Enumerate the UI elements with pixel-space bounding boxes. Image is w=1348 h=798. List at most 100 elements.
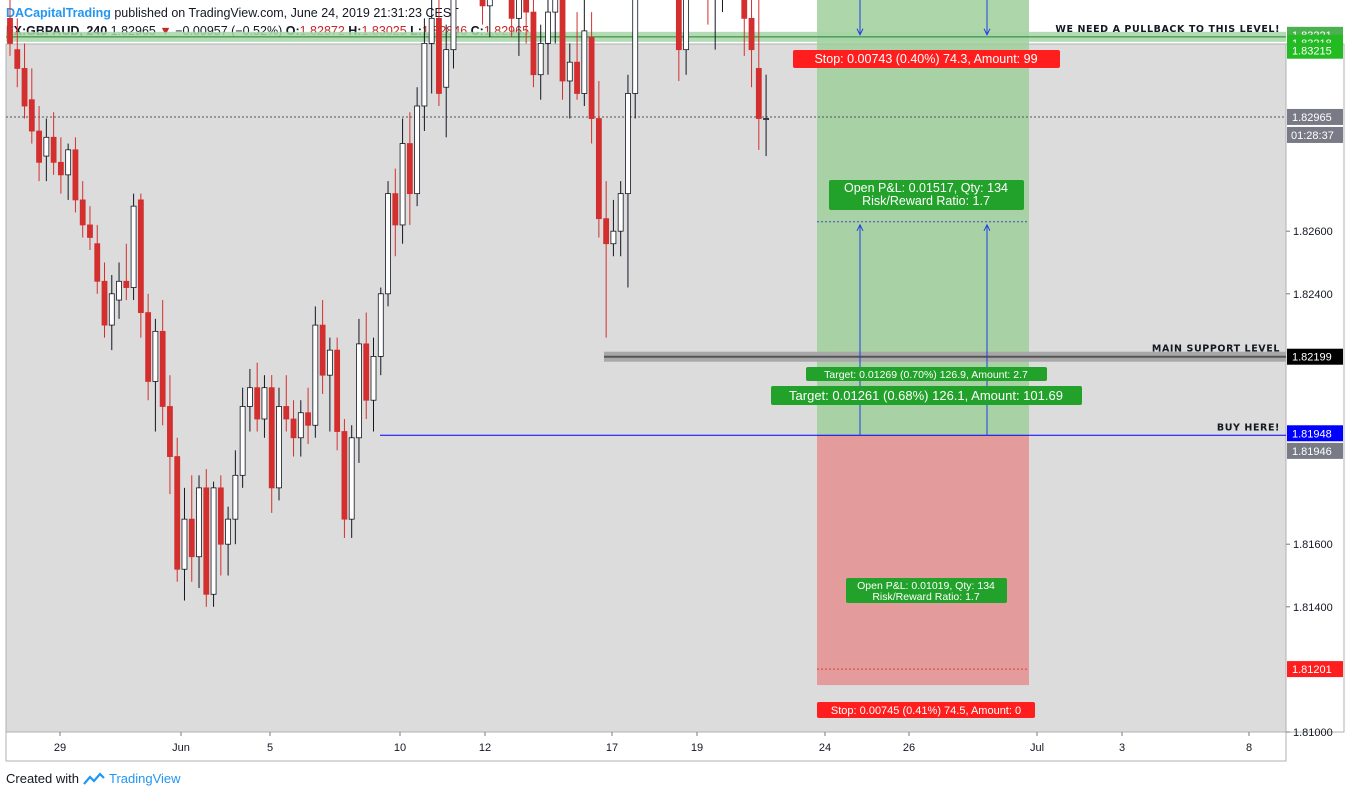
price-label-box bbox=[1287, 425, 1343, 442]
time-tick-label: 26 bbox=[903, 742, 915, 754]
time-tick-label: 12 bbox=[479, 742, 491, 754]
candle-body bbox=[341, 431, 348, 520]
price-tick-label: 1.82600 bbox=[1293, 226, 1333, 238]
candle-body bbox=[137, 199, 144, 313]
author-name[interactable]: DACapitalTrading bbox=[6, 6, 111, 20]
countdown-label: 01:28:37 bbox=[1291, 130, 1334, 142]
candle-body bbox=[399, 143, 406, 226]
candle-body bbox=[443, 49, 450, 88]
plot-area[interactable] bbox=[5, 43, 1287, 733]
candle-body bbox=[43, 136, 50, 157]
candle-body bbox=[21, 68, 28, 107]
arrow-down-icon bbox=[983, 28, 991, 36]
candle-body bbox=[523, 0, 530, 13]
candle-body bbox=[603, 218, 610, 245]
candle-body bbox=[28, 99, 35, 132]
candle-body bbox=[50, 136, 57, 163]
price-label-text: 1.81201 bbox=[1292, 664, 1332, 676]
candle-body bbox=[79, 199, 86, 226]
created-with-text: Created with bbox=[6, 771, 79, 786]
candle-body bbox=[196, 487, 202, 558]
candle-body bbox=[559, 0, 566, 82]
time-axis[interactable] bbox=[5, 731, 1287, 762]
time-tick-label: 3 bbox=[1119, 742, 1125, 754]
time-axis-ticks: 29 Jun 5 10 12 17 19 24 26 Jul 3 8 bbox=[54, 732, 1252, 754]
candle-body bbox=[319, 324, 326, 376]
price-tick-label: 1.82400 bbox=[1293, 289, 1333, 301]
candle-body bbox=[516, 0, 522, 19]
candle-body bbox=[268, 387, 275, 489]
candle-body bbox=[406, 143, 413, 195]
long-stop-label-box bbox=[817, 702, 1035, 718]
price-label-box bbox=[1287, 661, 1343, 678]
candle-body bbox=[247, 387, 253, 407]
long-pnl-label-box bbox=[846, 578, 1007, 603]
candle-body bbox=[167, 406, 173, 457]
time-tick-label: 17 bbox=[606, 742, 618, 754]
price-label-box bbox=[1287, 442, 1343, 459]
tradingview-logo-text[interactable]: TradingView bbox=[108, 771, 181, 786]
time-tick-label: Jun bbox=[172, 742, 190, 754]
arrow-up-icon bbox=[856, 223, 864, 232]
candle-body bbox=[748, 17, 755, 51]
arrow-up-icon bbox=[983, 223, 991, 232]
candle-body bbox=[508, 0, 515, 19]
short-stop-label-box bbox=[793, 50, 1060, 68]
price-tick-label: 1.81400 bbox=[1293, 602, 1333, 614]
position-labels: Stop: 0.00743 (0.40%) 74.3, Amount: 99 Op… bbox=[771, 50, 1082, 718]
time-tick-label: 19 bbox=[691, 742, 703, 754]
low-label: L: bbox=[410, 24, 422, 38]
candle-body bbox=[36, 130, 42, 163]
price-label-text: 1.81948 bbox=[1292, 428, 1332, 440]
price-tick-label: 1.81600 bbox=[1293, 539, 1333, 551]
candle-body bbox=[188, 518, 195, 558]
short-pnl-label: Open P&L: 0.01517, Qty: 134 bbox=[844, 181, 1008, 195]
price-label-text: 1.82199 bbox=[1292, 352, 1332, 364]
candle-body bbox=[94, 243, 101, 282]
long-rr-label: Risk/Reward Ratio: 1.7 bbox=[872, 591, 980, 603]
candle-body bbox=[348, 437, 355, 520]
candle-body bbox=[625, 93, 631, 195]
level-annotation: BUY HERE! bbox=[1217, 422, 1280, 433]
horizontal-levels: SELL HERE!MAIN RESISTANCE LEVELWE NEED A… bbox=[6, 24, 1286, 436]
level-annotation: WE NEED A PULLBACK TO THIS LEVEL! bbox=[1055, 24, 1280, 35]
candle-body bbox=[675, 0, 682, 51]
candle-body bbox=[7, 17, 13, 44]
target-zone bbox=[817, 0, 1029, 436]
long-stop-label: Stop: 0.00745 (0.41%) 74.5, Amount: 0 bbox=[831, 705, 1021, 717]
long-target-label: Target: 0.01261 (0.68%) 126.1, Amount: 1… bbox=[789, 388, 1063, 403]
arrow-down-icon bbox=[856, 28, 864, 36]
price-label-box bbox=[1287, 348, 1343, 365]
candle-body bbox=[108, 293, 115, 326]
price-label-box bbox=[1287, 108, 1343, 125]
candle-body bbox=[545, 11, 551, 44]
candle-body bbox=[312, 324, 319, 426]
candle-body bbox=[581, 30, 588, 94]
price-label-box bbox=[1287, 42, 1343, 59]
candle-body bbox=[356, 343, 362, 439]
candle-body bbox=[101, 280, 108, 326]
candle-body bbox=[203, 487, 210, 595]
candle-body bbox=[225, 518, 232, 545]
candle-body bbox=[377, 293, 384, 357]
countdown-box bbox=[1287, 126, 1343, 143]
candle-body bbox=[123, 280, 130, 288]
candle-body bbox=[588, 36, 595, 119]
candle-body bbox=[537, 43, 544, 76]
candle-body bbox=[276, 406, 282, 489]
short-rr-label: Risk/Reward Ratio: 1.7 bbox=[862, 194, 990, 208]
long-pnl-label: Open P&L: 0.01019, Qty: 134 bbox=[857, 580, 995, 592]
candle-body bbox=[232, 474, 239, 520]
publish-info: published on TradingView.com, June 24, 2… bbox=[114, 6, 459, 20]
candle-body bbox=[130, 205, 137, 288]
price-label-text: 1.81946 bbox=[1292, 446, 1332, 458]
price-axis[interactable] bbox=[1285, 43, 1345, 733]
candle-body bbox=[72, 149, 79, 201]
candle-body bbox=[261, 387, 268, 420]
candle-body bbox=[87, 224, 93, 238]
short-stop-label: Stop: 0.00743 (0.40%) 74.3, Amount: 99 bbox=[814, 52, 1037, 66]
candle-body bbox=[116, 280, 122, 301]
publish-line: DACapitalTrading published on TradingVie… bbox=[6, 4, 529, 22]
candle-body bbox=[552, 0, 559, 13]
